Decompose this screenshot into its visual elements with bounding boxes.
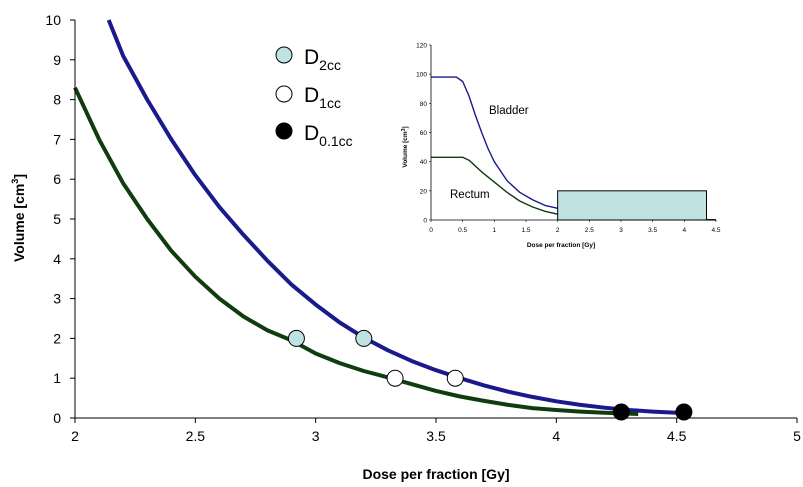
inset-series-label-bladder: Bladder (489, 105, 529, 117)
y-axis-title-sup: 3 (10, 179, 20, 184)
main-x-tick-label: 4.5 (667, 428, 687, 444)
inset-x-tick-label: 1.5 (521, 227, 530, 234)
main-y-tick-label: 7 (53, 131, 61, 147)
inset-x-tick-label: 4 (683, 227, 687, 234)
marker-D2cc (287, 329, 305, 347)
main-y-tick-label: 8 (53, 92, 61, 108)
main-x-tick-label: 2.5 (186, 428, 206, 444)
x-axis-title: Dose per fraction [Gy] (362, 466, 509, 482)
inset-y-tick-label: 120 (416, 43, 427, 50)
inset-y-axis-title: Volume [cm3] (401, 126, 409, 167)
main-y-tick-label: 4 (53, 251, 61, 267)
legend-label-d2cc: D2cc (304, 46, 341, 73)
inset-background (402, 36, 729, 258)
main-curves (73, 19, 692, 416)
main-y-tick-label: 10 (45, 12, 61, 28)
marker-D1cc (446, 369, 464, 387)
marker-D2cc (355, 329, 373, 347)
main-markers (287, 329, 693, 421)
main-y-tick-label: 3 (53, 291, 61, 307)
legend-label-d01cc: D0.1cc (304, 122, 353, 149)
main-y-tick-label: 6 (53, 171, 61, 187)
main-series-line-1 (73, 86, 639, 416)
inset-y-tick-label: 100 (416, 72, 427, 79)
marker-D1cc (386, 369, 404, 387)
inset-x-tick-label: 4.5 (711, 227, 720, 234)
inset-x-tick-label: 0.5 (458, 227, 467, 234)
main-x-tick-label: 5 (793, 428, 801, 444)
inset-y-tick-label: 40 (420, 159, 428, 166)
main-x-tick-label: 2 (71, 428, 79, 444)
inset-y-tick-label: 0 (423, 218, 427, 225)
main-y-tick-label: 5 (53, 211, 61, 227)
inset-highlight-box (557, 190, 708, 221)
inset-y-tick-label: 20 (420, 188, 428, 195)
legend-marker-d2cc (275, 46, 293, 64)
marker-D01cc (675, 403, 693, 421)
legend: D2cc D1cc D0.1cc (275, 46, 353, 149)
main-y-tick-label: 1 (53, 370, 61, 386)
inset-x-tick-label: 2 (556, 227, 560, 234)
legend-marker-d01cc (275, 122, 293, 140)
main-x-tick-label: 3 (312, 428, 320, 444)
inset-x-tick-label: 3.5 (648, 227, 657, 234)
inset-x-tick-label: 3 (619, 227, 623, 234)
main-x-tick-label: 3.5 (426, 428, 446, 444)
y-axis-title-main: Volume [cm (11, 184, 27, 262)
y-axis-title: Volume [cm3] (10, 174, 27, 262)
main-y-tick-label: 2 (53, 330, 61, 346)
inset-x-axis-title: Dose per fraction [Gy] (527, 242, 595, 249)
inset-ticks: 0 0.5 1 1.5 2 2.5 3 3.5 4 4.5 0 20 40 60 80 100 120 (416, 43, 721, 235)
inset-plot: 0 0.5 1 1.5 2 2.5 3 3.5 4 4.5 0 20 40 60 80 100 120 Blad… (401, 36, 729, 258)
main-y-tick-label: 0 (53, 410, 61, 426)
legend-label-d1cc: D1cc (304, 84, 341, 111)
inset-curves (431, 76, 717, 221)
inset-series-label-rectum: Rectum (450, 189, 490, 201)
main-y-tick-label: 9 (53, 52, 61, 68)
main-series-line-0 (106, 19, 692, 416)
inset-x-tick-label: 0 (429, 227, 433, 234)
legend-marker-d1cc (275, 85, 293, 103)
inset-x-tick-label: 2.5 (585, 227, 594, 234)
inset-y-tick-label: 80 (420, 101, 428, 108)
marker-D01cc (612, 403, 630, 421)
inset-x-tick-label: 1 (493, 227, 497, 234)
y-axis-title-tail: ] (11, 174, 27, 179)
main-x-tick-label: 4 (552, 428, 560, 444)
inset-y-tick-label: 60 (420, 130, 428, 137)
